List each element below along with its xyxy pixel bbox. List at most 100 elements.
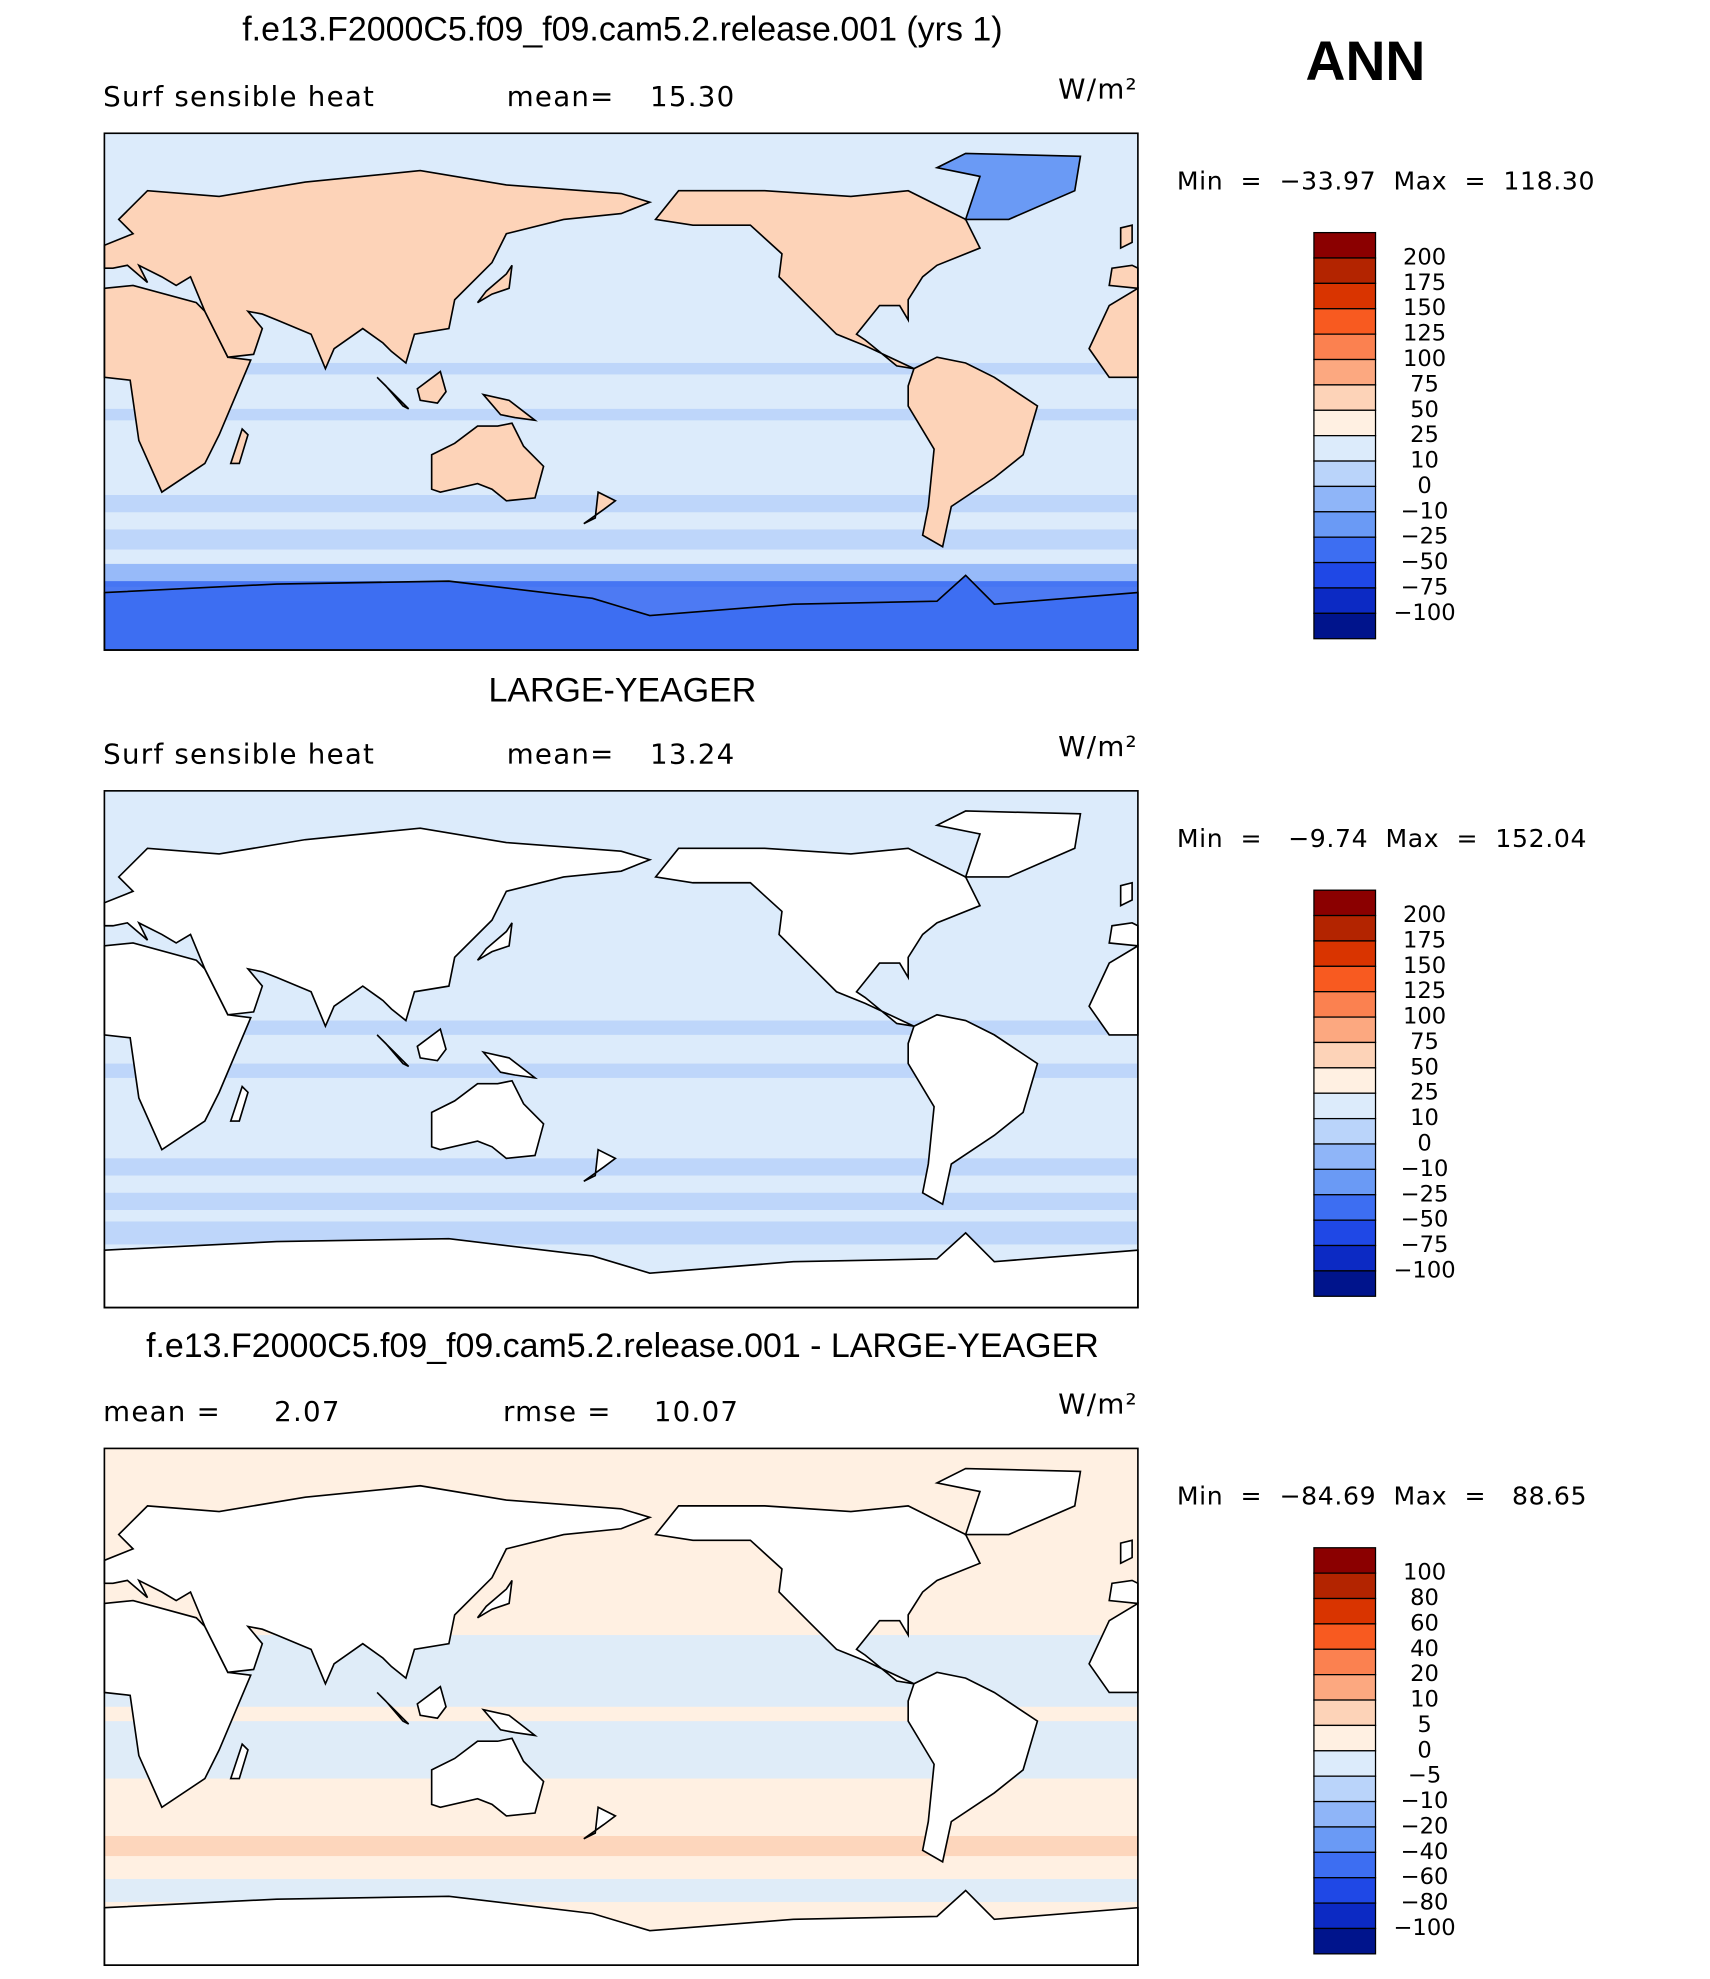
colorbar-box (1313, 1597, 1377, 1625)
field-band (104, 1020, 1138, 1035)
units: W/m² (1058, 730, 1138, 763)
colorbar-label: −10 (1401, 498, 1449, 524)
field-band (104, 495, 1138, 513)
colorbar-label: 175 (1403, 927, 1446, 953)
field-band (104, 1835, 1138, 1857)
header-item: Surf sensible heat (103, 80, 375, 113)
coastline (416, 1027, 447, 1062)
colorbar-box (1313, 384, 1377, 411)
colorbar-box (1313, 460, 1377, 488)
header-item: mean= (507, 738, 615, 771)
field-band (104, 1192, 1138, 1210)
colorbar-label: −80 (1401, 1890, 1449, 1916)
colorbar-box (1313, 435, 1377, 462)
field-band (104, 1221, 1138, 1245)
coastline (1119, 224, 1133, 250)
field-band (104, 1063, 1138, 1078)
field-band (104, 529, 1138, 550)
coastline (103, 1599, 252, 1809)
header-item: Surf sensible heat (103, 738, 375, 771)
colorbar-label: −25 (1401, 1181, 1449, 1207)
header-item: mean = (103, 1395, 221, 1428)
colorbar-box (1313, 257, 1377, 284)
coastline (583, 490, 617, 525)
coastline (103, 169, 653, 371)
header-item: mean= (507, 80, 615, 113)
coastline (934, 1467, 1082, 1536)
colorbar-box (1313, 612, 1377, 640)
header-item: 2.07 (274, 1395, 341, 1428)
panel-title: f.e13.F2000C5.f09_f09.cam5.2.release.001… (146, 1327, 1099, 1365)
colorbar-box (1313, 308, 1377, 335)
colorbar-label: 100 (1403, 1004, 1446, 1030)
coastline (430, 1737, 545, 1817)
colorbar-box (1313, 1143, 1377, 1171)
coastline (934, 810, 1082, 878)
colorbar-label: 0 (1417, 1130, 1431, 1156)
colorbar-box (1313, 1927, 1377, 1955)
map-frame (103, 1447, 1139, 1966)
colorbar-box (1313, 1699, 1377, 1727)
colorbar-label: 100 (1403, 1560, 1446, 1586)
colorbar-label: 80 (1410, 1585, 1439, 1611)
colorbar-label: 150 (1403, 953, 1446, 979)
coastline (481, 1708, 538, 1737)
coastline (229, 1085, 249, 1122)
colorbar-box (1313, 1572, 1377, 1600)
coastline (654, 1505, 982, 1685)
colorbar-box (1313, 536, 1377, 564)
colorbar-label: −100 (1393, 1915, 1455, 1941)
colorbar-box (1313, 333, 1377, 361)
colorbar-label: 25 (1410, 1080, 1439, 1106)
panel-title: LARGE-YEAGER (488, 672, 756, 710)
coastline (907, 1013, 1039, 1206)
colorbar-label: 25 (1410, 422, 1439, 448)
colorbar-label: 10 (1410, 448, 1439, 474)
colorbar-box (1313, 1219, 1377, 1247)
min-max: Min = −9.74 Max = 152.04 (1177, 824, 1587, 853)
map (103, 132, 1139, 651)
coastline (229, 1742, 249, 1780)
colorbar-label: 200 (1403, 902, 1446, 928)
header-item: rmse = (503, 1395, 612, 1428)
coastline (934, 152, 1082, 221)
colorbar-label: 5 (1417, 1712, 1431, 1738)
colorbar-box (1313, 1724, 1377, 1752)
colorbar-box (1313, 1244, 1377, 1272)
coastline (476, 1579, 513, 1619)
coastline (376, 1034, 410, 1068)
coastline (481, 393, 538, 422)
colorbar-box (1313, 1674, 1377, 1701)
colorbar-label: −40 (1401, 1839, 1449, 1865)
colorbar-label: −50 (1401, 549, 1449, 575)
coastline (1119, 881, 1133, 907)
colorbar-label: 20 (1410, 1661, 1439, 1687)
colorbar-box (1313, 1270, 1377, 1297)
map-frame (103, 132, 1139, 651)
coastline (583, 1805, 617, 1840)
colorbar-label: 0 (1417, 1737, 1431, 1763)
coastline (1108, 1579, 1139, 1605)
colorbar-box (1313, 1168, 1377, 1196)
coastline (1108, 922, 1139, 947)
coastline (1108, 264, 1139, 290)
units: W/m² (1058, 1388, 1138, 1421)
colorbar-label: −100 (1393, 1257, 1455, 1283)
colorbar-label: 125 (1403, 321, 1446, 347)
colorbar-label: 10 (1410, 1105, 1439, 1131)
coastline (103, 1484, 653, 1686)
colorbar-box (1313, 231, 1377, 259)
colorbar-label: 60 (1410, 1610, 1439, 1636)
coastline (476, 264, 513, 304)
min-max: Min = −84.69 Max = 88.65 (1177, 1481, 1587, 1510)
coastline (376, 376, 410, 410)
map (103, 790, 1139, 1309)
colorbar-box (1313, 1750, 1377, 1777)
min-max: Min = −33.97 Max = 118.30 (1177, 166, 1595, 195)
colorbar-label: 100 (1403, 346, 1446, 372)
coastline (376, 1691, 410, 1725)
colorbar-box (1313, 1800, 1377, 1828)
colorbar-label: 40 (1410, 1636, 1439, 1662)
colorbar-label: −50 (1401, 1207, 1449, 1233)
